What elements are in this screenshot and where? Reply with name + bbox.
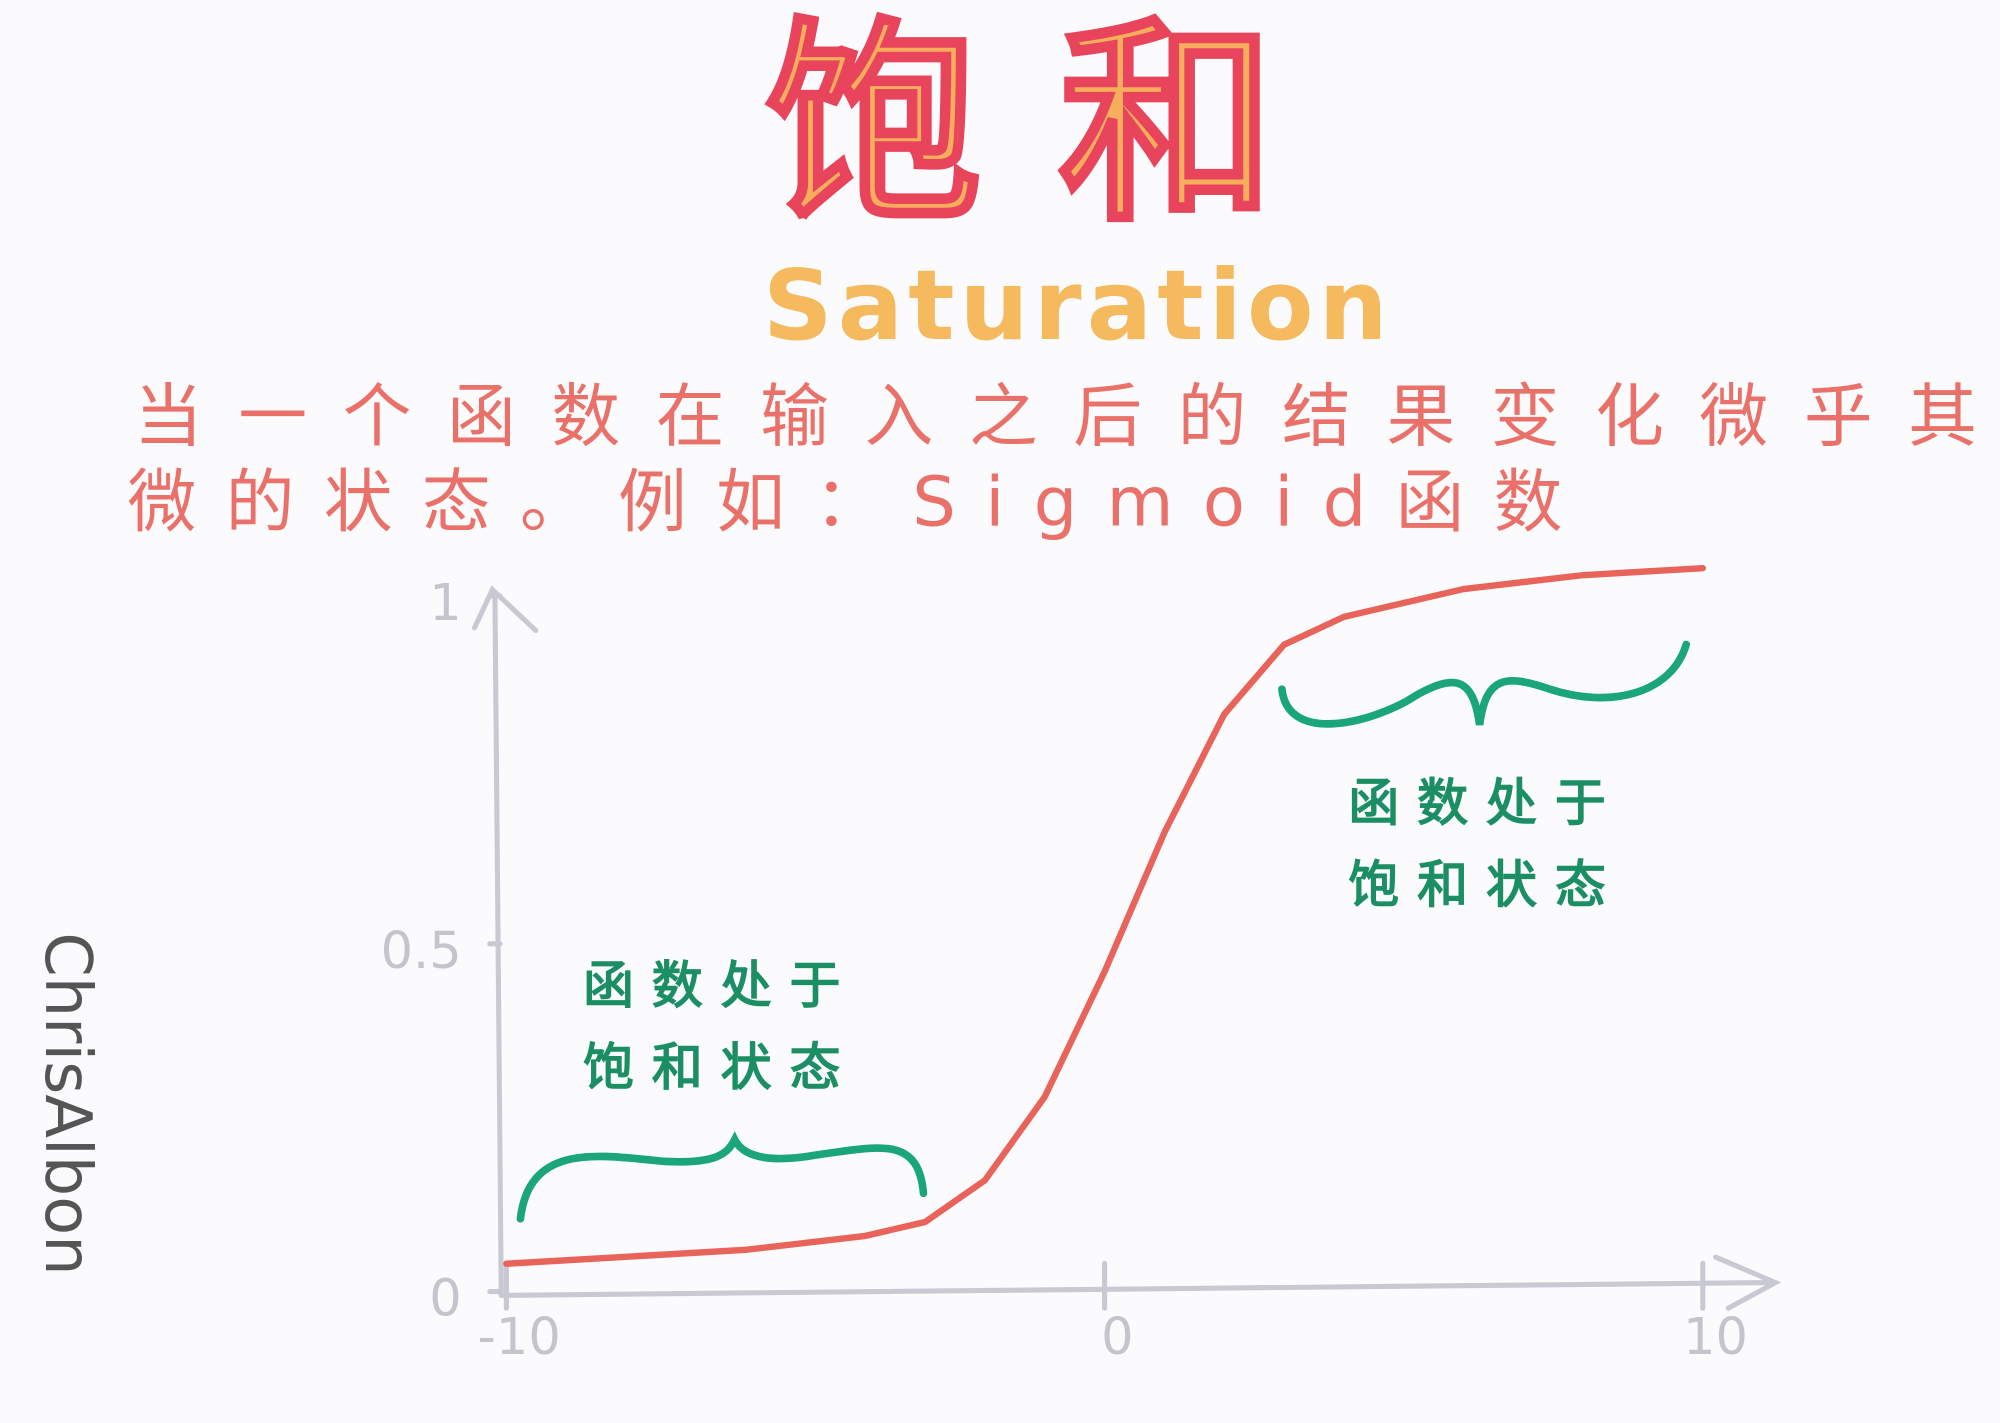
x-tick-label: 10 bbox=[1683, 1308, 1748, 1367]
line bbox=[503, 564, 1706, 1267]
watermark: ChrisAlbon bbox=[30, 932, 104, 1276]
y-tick-label: 1 bbox=[429, 574, 461, 633]
annotation: 饱和状态 bbox=[583, 1039, 858, 1098]
annotation: 函数处于 bbox=[1348, 775, 1623, 834]
description-line: 微的状态。例如：Sigmoid函数 bbox=[128, 463, 1563, 543]
annotation: 饱和状态 bbox=[1348, 856, 1623, 915]
x-axis bbox=[498, 1254, 1782, 1311]
annotation: 函数处于 bbox=[583, 957, 858, 1016]
y-tick-label: 0 bbox=[429, 1270, 461, 1329]
y-tick-label: 0.5 bbox=[381, 922, 462, 981]
description-line: 当一个函数在输入之后的结果变化微乎其 bbox=[134, 377, 1977, 457]
title: 饱和 bbox=[765, 0, 1352, 252]
x-tick-label: 0 bbox=[1101, 1308, 1133, 1367]
x-tick-label: -10 bbox=[477, 1308, 560, 1367]
brace bbox=[516, 1131, 928, 1223]
subtitle: Saturation bbox=[763, 249, 1393, 362]
brace bbox=[1278, 640, 1691, 728]
